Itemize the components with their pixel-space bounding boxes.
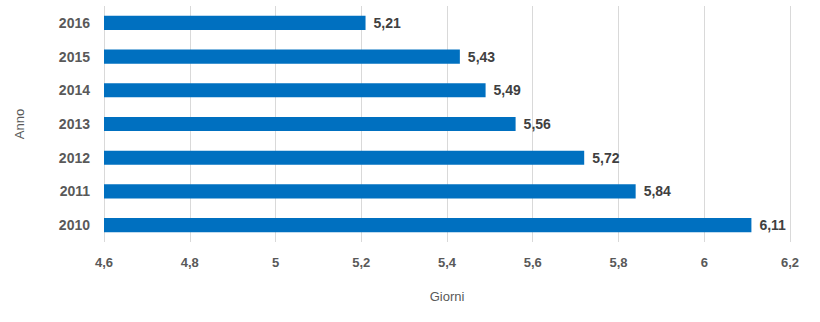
svg-text:5,72: 5,72 <box>592 150 619 166</box>
svg-text:2011: 2011 <box>60 183 91 199</box>
svg-text:2014: 2014 <box>59 82 90 98</box>
svg-text:6,2: 6,2 <box>781 255 799 270</box>
svg-text:4,6: 4,6 <box>95 255 113 270</box>
svg-text:5,49: 5,49 <box>494 82 521 98</box>
svg-text:5,43: 5,43 <box>468 49 495 65</box>
svg-text:2015: 2015 <box>59 49 90 65</box>
svg-text:2010: 2010 <box>59 217 90 233</box>
svg-text:5,84: 5,84 <box>644 183 671 199</box>
svg-text:5,56: 5,56 <box>524 116 551 132</box>
svg-text:6,11: 6,11 <box>759 217 786 233</box>
svg-text:5,21: 5,21 <box>374 15 401 31</box>
svg-text:5: 5 <box>272 255 279 270</box>
svg-text:2016: 2016 <box>59 15 90 31</box>
svg-text:5,4: 5,4 <box>438 255 457 270</box>
svg-text:4,8: 4,8 <box>181 255 199 270</box>
svg-text:Anno: Anno <box>12 109 27 139</box>
svg-text:Giorni: Giorni <box>430 289 465 304</box>
svg-text:6: 6 <box>701 255 708 270</box>
svg-text:5,2: 5,2 <box>352 255 370 270</box>
svg-text:2012: 2012 <box>59 150 90 166</box>
svg-text:5,8: 5,8 <box>609 255 627 270</box>
svg-text:2013: 2013 <box>59 116 90 132</box>
svg-text:5,6: 5,6 <box>524 255 542 270</box>
